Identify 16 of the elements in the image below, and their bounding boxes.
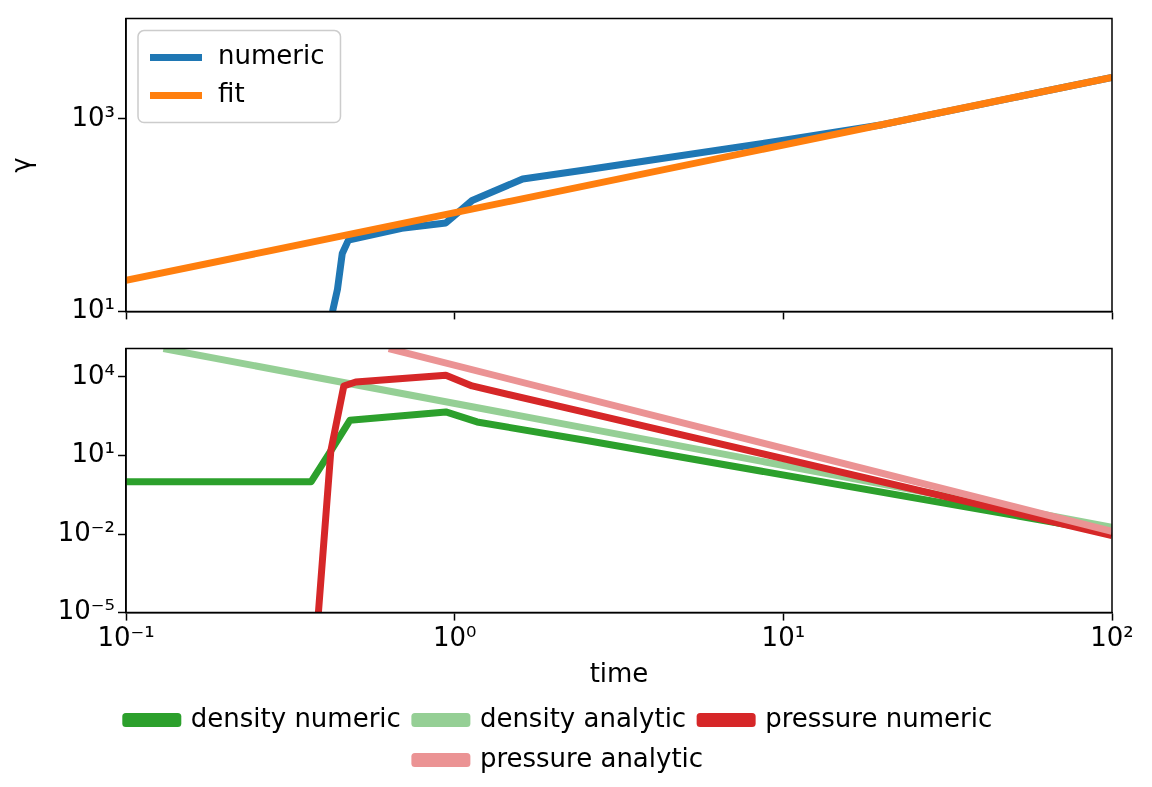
x-tick-label: 10⁰: [432, 621, 477, 652]
x-tick-label: 10²: [1090, 621, 1134, 652]
legend-label: pressure numeric: [765, 702, 993, 733]
y-tick-label: 10³: [71, 101, 115, 132]
legend-label: numeric: [218, 40, 325, 71]
y-axis-title: γ: [6, 157, 37, 173]
y-tick-label: 10⁴: [71, 359, 115, 390]
y-tick-label: 10⁻²: [57, 516, 115, 547]
y-tick-label: 10¹: [71, 294, 115, 325]
x-axis-title: time: [589, 658, 649, 689]
legend-label: density analytic: [479, 702, 687, 733]
x-tick-label: 10¹: [761, 621, 806, 652]
y-tick-label: 10¹: [71, 438, 115, 469]
legend-label: pressure analytic: [479, 742, 704, 773]
legend-label: density numeric: [190, 702, 401, 733]
legend-label: fit: [218, 78, 245, 109]
